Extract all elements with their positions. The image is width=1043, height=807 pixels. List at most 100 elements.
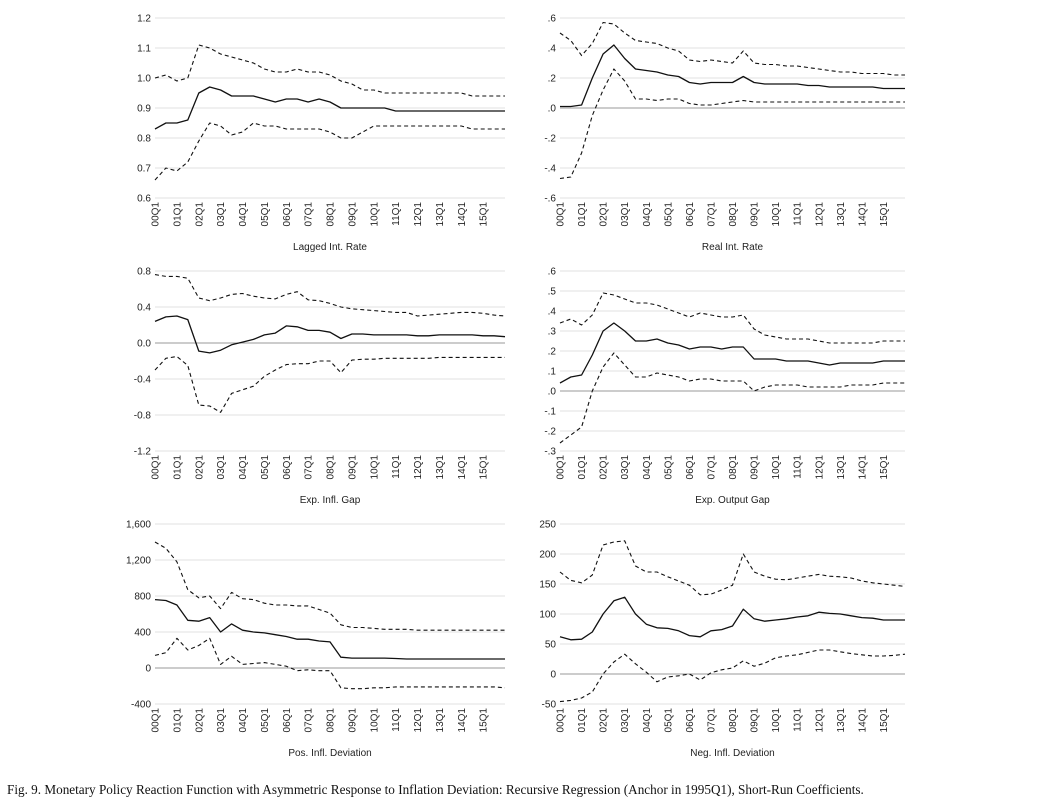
y-tick-label: 0.9: [137, 104, 151, 115]
x-tick-label: 13Q1: [435, 708, 446, 733]
upper-bound-line: [154, 541, 505, 631]
x-tick-label: 06Q1: [282, 455, 293, 480]
chart-panel-2: -.6 -.4 -.2 .0 .2 .4 .6 00Q1 01Q1 02Q1 03Q1 04Q1 05Q…: [544, 14, 905, 253]
x-tick-label: 00Q1: [556, 202, 567, 227]
x-tick-label: 02Q1: [599, 708, 610, 733]
y-tick-label: -.4: [544, 164, 556, 175]
x-tick-label: 08Q1: [326, 708, 337, 733]
x-tick-label: 09Q1: [750, 202, 761, 227]
y-tick-label: -.2: [544, 427, 556, 438]
x-tick-label: 05Q1: [663, 455, 674, 480]
x-tick-label: 13Q1: [836, 455, 847, 480]
x-tick-label: 15Q1: [879, 708, 890, 733]
chart-panel-6: -50 0 50 100 150 200 250 00Q1 01Q1 02Q1 03Q1 04Q1 05…: [539, 520, 906, 759]
x-tick-label: 06Q1: [685, 455, 696, 480]
estimate-line: [559, 322, 905, 384]
x-axis-label: Real Int. Rate: [702, 242, 764, 253]
x-tick-label: 14Q1: [457, 455, 468, 480]
x-tick-label: 00Q1: [151, 455, 162, 480]
y-tick-label: 0.4: [137, 303, 151, 314]
x-tick-label: 02Q1: [599, 455, 610, 480]
x-tick-label: 14Q1: [857, 708, 868, 733]
estimate-line: [560, 44, 905, 108]
x-tick-label: 10Q1: [369, 708, 380, 733]
x-tick-label: 07Q1: [706, 708, 717, 733]
y-tick-label: 1.2: [137, 14, 151, 25]
x-tick-label: 10Q1: [369, 202, 380, 227]
y-tick-label: 0.0: [137, 339, 151, 350]
x-tick-label: 03Q1: [216, 455, 227, 480]
x-tick-label: 01Q1: [577, 202, 588, 227]
lower-bound-line: [154, 355, 505, 413]
x-tick-label: 08Q1: [728, 455, 739, 480]
y-tick-label: -.6: [544, 194, 556, 205]
y-tick-label: -.2: [544, 134, 556, 145]
x-tick-label: 13Q1: [435, 455, 446, 480]
x-tick-label: 02Q1: [599, 202, 610, 227]
x-tick-label: 02Q1: [194, 708, 205, 733]
lower-bound-line: [154, 637, 506, 690]
x-tick-label: 06Q1: [685, 708, 696, 733]
x-tick-label: 06Q1: [282, 202, 293, 227]
x-tick-label: 15Q1: [479, 708, 490, 733]
x-tick-label: 10Q1: [771, 708, 782, 733]
x-tick-label: 05Q1: [663, 708, 674, 733]
x-tick-label: 01Q1: [172, 202, 183, 227]
x-tick-label: 05Q1: [260, 202, 271, 227]
x-tick-label: 08Q1: [326, 202, 337, 227]
x-tick-label: 11Q1: [391, 455, 402, 479]
x-tick-label: 05Q1: [260, 455, 271, 480]
x-tick-label: 04Q1: [642, 202, 653, 227]
y-tick-label: .0: [548, 104, 557, 115]
chart-panel-1: 0.6 0.7 0.8 0.9 1.0 1.1 1.2 00Q1 01Q1 02Q1 03Q1 04Q…: [137, 14, 505, 253]
x-tick-label: 14Q1: [457, 708, 468, 733]
estimate-line: [154, 598, 505, 660]
x-tick-label: 03Q1: [216, 202, 227, 227]
y-tick-label: -.3: [544, 447, 556, 458]
x-tick-label: 07Q1: [706, 455, 717, 480]
y-tick-label: .3: [548, 327, 557, 338]
lower-bound-line: [154, 122, 505, 181]
upper-bound-line: [559, 292, 905, 344]
x-tick-label: 09Q1: [347, 202, 358, 227]
x-tick-label: 04Q1: [238, 455, 249, 480]
upper-bound-line: [559, 21, 905, 76]
y-tick-label: 150: [539, 580, 556, 591]
x-tick-label: 12Q1: [814, 455, 825, 480]
x-tick-label: 07Q1: [304, 202, 315, 227]
y-tick-label: .0: [548, 387, 557, 398]
x-tick-label: 00Q1: [556, 455, 567, 480]
estimate-line: [154, 315, 506, 354]
y-tick-label: .4: [548, 307, 557, 318]
y-tick-label: 50: [545, 640, 557, 651]
y-tick-label: .5: [548, 287, 557, 298]
y-tick-label: .2: [548, 74, 557, 85]
x-tick-label: 11Q1: [793, 202, 804, 226]
x-tick-label: 01Q1: [172, 708, 183, 733]
x-tick-label: 03Q1: [620, 202, 631, 227]
y-tick-label: -0.8: [134, 411, 152, 422]
x-tick-label: 01Q1: [172, 455, 183, 480]
x-tick-label: 12Q1: [814, 708, 825, 733]
y-tick-label: .6: [548, 267, 557, 278]
chart-panel-5: -400 0 400 800 1,200 1,600 00Q1 01Q1 02Q1 03Q1 04Q…: [126, 520, 506, 759]
x-tick-label: 09Q1: [750, 455, 761, 480]
x-tick-label: 06Q1: [282, 708, 293, 733]
x-tick-label: 08Q1: [728, 202, 739, 227]
y-tick-label: 200: [539, 550, 556, 561]
x-tick-label: 01Q1: [577, 708, 588, 733]
x-tick-label: 02Q1: [194, 202, 205, 227]
x-tick-label: 07Q1: [706, 202, 717, 227]
lower-bound-line: [559, 352, 905, 444]
x-tick-label: 03Q1: [216, 708, 227, 733]
x-tick-label: 02Q1: [194, 455, 205, 480]
x-tick-label: 15Q1: [479, 455, 490, 480]
estimate-line: [154, 86, 505, 130]
x-axis-label: Exp. Output Gap: [695, 495, 770, 506]
x-tick-label: 09Q1: [347, 455, 358, 480]
x-tick-label: 11Q1: [391, 708, 402, 732]
y-tick-label: 250: [539, 520, 556, 531]
x-tick-label: 15Q1: [479, 202, 490, 227]
y-tick-label: 1,600: [126, 520, 151, 531]
x-tick-label: 05Q1: [663, 202, 674, 227]
